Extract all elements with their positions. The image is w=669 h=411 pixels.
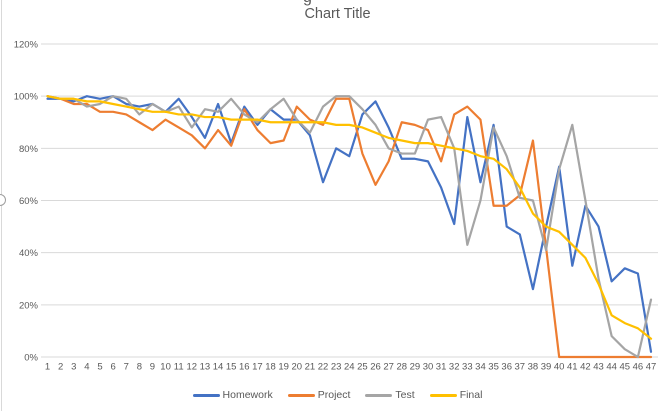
x-axis-tick-label: 12	[187, 362, 198, 373]
x-axis-tick-label: 33	[462, 362, 473, 373]
x-axis-tick-label: 22	[318, 362, 329, 373]
chart-title[interactable]: Chart Title	[304, 6, 371, 22]
x-axis-tick-label: 17	[252, 362, 263, 373]
y-axis-tick-label: 0%	[24, 353, 38, 364]
x-axis-tick-label: 7	[124, 362, 129, 373]
x-axis-tick-label: 34	[475, 362, 486, 373]
legend-label: Final	[459, 389, 483, 401]
x-axis-tick-label: 32	[449, 362, 460, 373]
legend-item-final[interactable]: Final	[429, 389, 483, 401]
series-line-final[interactable]	[46, 95, 653, 340]
x-axis-tick-label: 6	[110, 362, 115, 373]
x-axis-tick-label: 29	[410, 362, 421, 373]
x-axis-tick-label: 5	[97, 362, 102, 373]
x-axis-tick-label: 11	[174, 362, 184, 373]
x-axis-tick-label: 44	[606, 362, 617, 373]
legend-item-homework[interactable]: Homework	[192, 389, 273, 401]
y-axis-tick-label: 60%	[19, 196, 39, 207]
chart-legend[interactable]: Homework Project Test Final	[0, 389, 669, 401]
x-axis-tick-label: 27	[383, 362, 394, 373]
legend-label: Project	[317, 389, 351, 401]
x-axis-tick-label: 1	[45, 362, 50, 373]
legend-item-project[interactable]: Project	[287, 389, 351, 401]
x-axis-tick-label: 36	[501, 362, 512, 373]
x-axis-tick-label: 10	[160, 362, 171, 373]
x-axis-tick-label: 31	[436, 362, 447, 373]
y-axis-tick-label: 80%	[19, 144, 39, 155]
x-axis-tick-label: 30	[423, 362, 434, 373]
x-axis-tick-label: 3	[71, 362, 76, 373]
series-line-project[interactable]	[46, 95, 653, 359]
legend-swatch-test	[365, 393, 393, 397]
x-axis-tick-label: 26	[370, 362, 381, 373]
x-axis-tick-label: 28	[396, 362, 407, 373]
x-axis-tick-label: 47	[646, 362, 657, 373]
x-axis-tick-label: 40	[554, 362, 565, 373]
y-axis-tick-label: 120%	[14, 40, 39, 51]
legend-swatch-final	[429, 393, 457, 397]
x-axis-tick-label: 2	[58, 362, 63, 373]
x-axis-tick-label: 21	[305, 362, 316, 373]
legend-label: Homework	[222, 389, 273, 401]
x-axis-tick-label: 41	[567, 362, 578, 373]
x-axis-tick-label: 16	[239, 362, 250, 373]
legend-swatch-project	[287, 393, 315, 397]
x-axis-tick-label: 8	[137, 362, 142, 373]
legend-swatch-homework	[192, 393, 220, 397]
x-axis-tick-label: 38	[528, 362, 539, 373]
y-axis-tick-label: 100%	[14, 92, 39, 103]
x-axis-tick-label: 42	[580, 362, 591, 373]
x-axis-tick-label: 35	[488, 362, 499, 373]
y-axis-tick-label: 20%	[19, 300, 39, 311]
x-axis-tick-label: 18	[265, 362, 276, 373]
x-axis-tick-label: 23	[331, 362, 342, 373]
x-axis-tick-label: 19	[278, 362, 289, 373]
legend-item-test[interactable]: Test	[365, 389, 415, 401]
x-axis-tick-label: 25	[357, 362, 368, 373]
x-axis-tick-label: 13	[200, 362, 211, 373]
x-axis-tick-label: 4	[84, 362, 89, 373]
legend-label: Test	[395, 389, 415, 401]
x-axis-tick-label: 9	[150, 362, 155, 373]
x-axis-tick-label: 14	[213, 362, 224, 373]
clipped-text-above-chart: g	[303, 0, 312, 7]
x-axis-tick-label: 39	[541, 362, 552, 373]
x-axis-tick-label: 46	[633, 362, 644, 373]
x-axis-tick-label: 15	[226, 362, 237, 373]
x-axis-tick-label: 45	[619, 362, 630, 373]
x-axis-tick-label: 20	[291, 362, 302, 373]
series-line-homework[interactable]	[46, 95, 653, 353]
y-axis-tick-label: 40%	[19, 248, 39, 259]
x-axis-tick-label: 24	[344, 362, 355, 373]
series-line-test[interactable]	[46, 95, 653, 359]
x-axis-tick-label: 37	[515, 362, 526, 373]
x-axis-tick-label: 43	[593, 362, 604, 373]
